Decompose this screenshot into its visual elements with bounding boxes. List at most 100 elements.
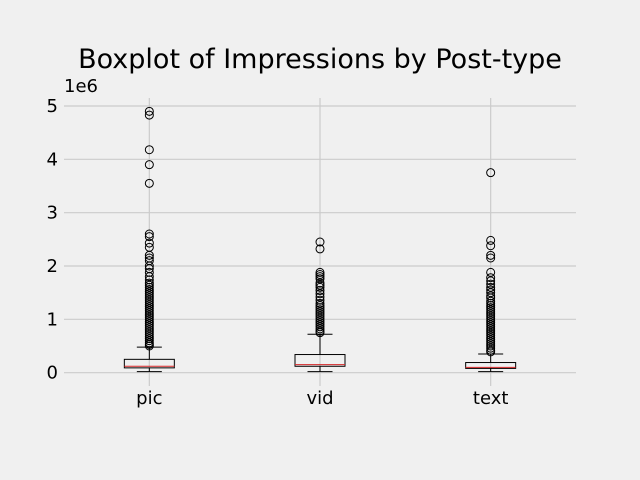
- outlier-point: [144, 308, 154, 318]
- outlier-point: [486, 291, 496, 301]
- outlier-point: [315, 270, 325, 280]
- outlier-point: [315, 318, 325, 328]
- outlier-point: [144, 297, 154, 307]
- outlier-point: [144, 302, 154, 312]
- outlier-point: [315, 272, 325, 282]
- outlier-point: [144, 278, 154, 288]
- outlier-point: [315, 315, 325, 325]
- outlier-point: [315, 303, 325, 313]
- iqr-box: [465, 362, 517, 369]
- outlier-point: [144, 310, 154, 320]
- outlier-point: [144, 287, 154, 297]
- y-tick-label: 2: [47, 256, 58, 277]
- y-tick-label: 3: [47, 203, 58, 224]
- x-tick-labels: pic vid text: [136, 388, 508, 409]
- outlier-point: [486, 235, 496, 245]
- outlier-point: [486, 328, 496, 338]
- x-tick-label: pic: [136, 388, 162, 409]
- x-tick-label: vid: [306, 388, 333, 409]
- outlier-point: [144, 312, 154, 322]
- outlier-point: [144, 306, 154, 316]
- outlier-point: [486, 241, 496, 251]
- outlier-point: [315, 328, 325, 338]
- outlier-point: [144, 145, 154, 155]
- outlier-point: [144, 319, 154, 329]
- outlier-point: [486, 305, 496, 315]
- outlier-point: [144, 299, 154, 309]
- outlier-point: [486, 337, 496, 347]
- outlier-point: [486, 288, 496, 298]
- outlier-point: [144, 275, 154, 285]
- boxes: [123, 106, 517, 373]
- y-tick-label: 1: [47, 309, 58, 330]
- outlier-point: [144, 295, 154, 305]
- outlier-point: [486, 307, 496, 317]
- outlier-point: [486, 273, 496, 283]
- outlier-point: [486, 311, 496, 321]
- outlier-point: [315, 309, 325, 319]
- outlier-point: [315, 292, 325, 302]
- outlier-point: [315, 237, 325, 247]
- outlier-point: [315, 324, 325, 334]
- outlier-point: [486, 347, 496, 357]
- y-offset-label: 1e6: [64, 76, 98, 97]
- y-tick-labels: 0 1 2 3 4 5: [47, 96, 58, 384]
- outlier-point: [144, 336, 154, 346]
- outlier-point: [144, 280, 154, 290]
- outlier-point: [144, 261, 154, 271]
- outlier-point: [315, 311, 325, 321]
- outlier-point: [486, 309, 496, 319]
- outlier-point: [486, 313, 496, 323]
- outlier-point: [144, 272, 154, 282]
- outlier-point: [144, 327, 154, 337]
- outlier-point: [486, 282, 496, 292]
- outlier-point: [315, 307, 325, 317]
- outlier-point: [486, 324, 496, 334]
- y-tick-label: 4: [47, 149, 58, 170]
- outlier-point: [486, 276, 496, 286]
- outlier-point: [315, 286, 325, 296]
- outlier-point: [144, 282, 154, 292]
- outlier-point: [144, 267, 154, 277]
- outlier-point: [486, 332, 496, 342]
- outlier-point: [144, 106, 154, 116]
- outlier-point: [486, 318, 496, 328]
- outlier-point: [315, 300, 325, 310]
- outlier-point: [315, 295, 325, 305]
- outlier-point: [144, 316, 154, 326]
- outlier-point: [486, 253, 496, 263]
- outlier-point: [144, 229, 154, 239]
- outlier-point: [486, 326, 496, 336]
- outlier-point: [486, 168, 496, 178]
- outlier-point: [144, 110, 154, 120]
- outlier-point: [315, 278, 325, 288]
- x-tick-label: text: [473, 388, 509, 409]
- outlier-point: [486, 343, 496, 353]
- outlier-point: [315, 305, 325, 315]
- outlier-point: [144, 238, 154, 248]
- y-tick-label: 0: [47, 363, 58, 384]
- outlier-point: [486, 300, 496, 310]
- outlier-point: [486, 279, 496, 289]
- outlier-point: [315, 267, 325, 277]
- chart-title: Boxplot of Impressions by Post-type: [78, 44, 562, 75]
- outlier-point: [315, 280, 325, 290]
- outlier-point: [144, 314, 154, 324]
- outlier-point: [315, 282, 325, 292]
- outlier-point: [315, 289, 325, 299]
- outlier-point: [486, 322, 496, 332]
- outlier-point: [144, 289, 154, 299]
- iqr-box: [123, 358, 175, 369]
- outlier-point: [144, 329, 154, 339]
- outlier-point: [144, 250, 154, 260]
- outlier-point: [144, 321, 154, 331]
- outlier-point: [486, 330, 496, 340]
- y-tick-label: 5: [47, 96, 58, 117]
- outlier-point: [144, 160, 154, 170]
- outlier-point: [144, 341, 154, 351]
- outlier-point: [315, 313, 325, 323]
- outlier-point: [486, 315, 496, 325]
- outlier-point: [486, 293, 496, 303]
- outlier-point: [144, 323, 154, 333]
